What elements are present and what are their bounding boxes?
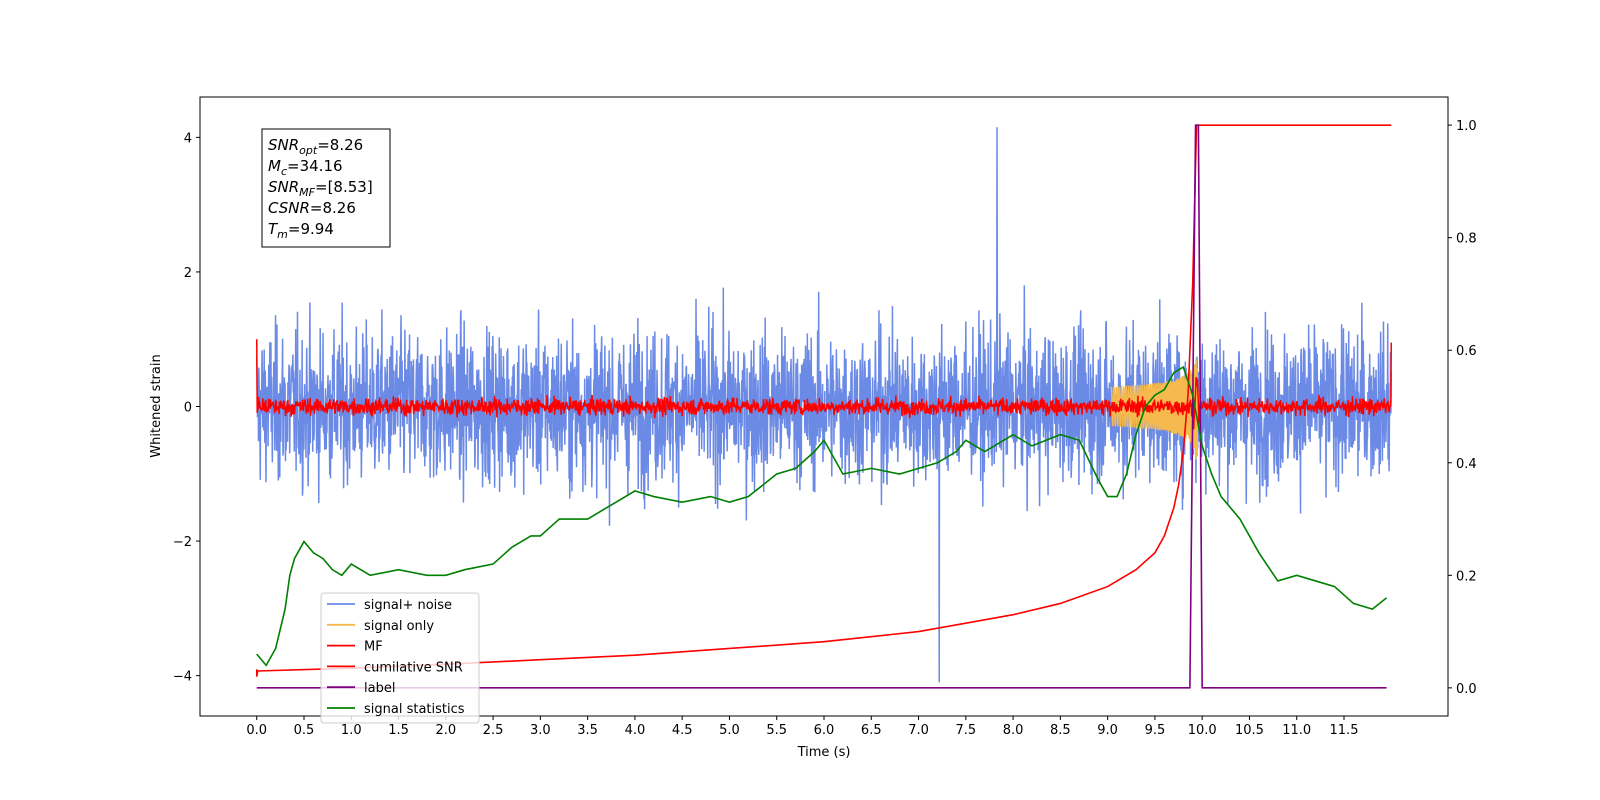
legend-label: signal statistics (364, 702, 465, 717)
x-tick-label: 1.5 (388, 723, 409, 738)
x-axis-label: Time (s) (797, 745, 851, 760)
y-axis-label: Whitened strain (149, 354, 164, 457)
x-tick-label: 10.0 (1188, 723, 1217, 738)
y2-tick-label: 0.4 (1456, 457, 1477, 472)
x-tick-label: 3.5 (577, 723, 598, 738)
x-tick-label: 8.5 (1050, 723, 1071, 738)
x-tick-label: 6.0 (814, 723, 835, 738)
y-tick-label: −4 (173, 670, 192, 685)
y-axis-left: −4 −2 0 2 4 (173, 131, 200, 685)
y2-tick-label: 0.2 (1456, 569, 1477, 584)
x-tick-label: 2.5 (483, 723, 504, 738)
legend-label: signal only (364, 619, 434, 634)
info-box: SNRopt=8.26Mc=34.16SNRMF=[8.53]CSNR=8.26… (261, 128, 391, 248)
series-layer (255, 124, 1393, 689)
legend-frame (320, 592, 480, 724)
x-tick-label: 11.5 (1330, 723, 1359, 738)
legend-label: MF (364, 640, 383, 655)
legend-label: cumilative SNR (364, 660, 463, 675)
y-tick-label: 4 (184, 131, 192, 146)
info-box-frame (261, 128, 391, 248)
series-mf (255, 339, 1393, 430)
x-tick-label: 9.5 (1145, 723, 1166, 738)
x-tick-label: 6.5 (861, 723, 882, 738)
x-tick-label: 8.0 (1003, 723, 1024, 738)
y2-tick-label: 0.6 (1456, 344, 1477, 359)
x-tick-label: 0.5 (294, 723, 315, 738)
x-tick-label: 0.0 (246, 723, 267, 738)
info-line: Mc=34.16 (268, 157, 343, 178)
x-tick-label: 5.0 (719, 723, 740, 738)
series-signal-statistics (256, 365, 1388, 667)
legend-label: label (364, 681, 395, 696)
x-tick-label: 2.0 (435, 723, 456, 738)
info-line: SNRMF=[8.53] (268, 178, 373, 199)
x-tick-label: 9.0 (1097, 723, 1118, 738)
x-tick-label: 1.0 (341, 723, 362, 738)
x-tick-label: 10.5 (1235, 723, 1264, 738)
x-tick-label: 11.0 (1282, 723, 1311, 738)
y-tick-label: −2 (173, 535, 192, 550)
x-tick-label: 7.5 (955, 723, 976, 738)
legend-label: signal+ noise (364, 598, 452, 613)
series-signal-only (1110, 359, 1202, 460)
info-line: SNRopt=8.26 (268, 136, 363, 157)
x-tick-label: 4.5 (672, 723, 693, 738)
series-label (256, 124, 1387, 689)
legend: signal+ noise signal only MF cumilative SNR… (320, 592, 480, 724)
y-axis-right: 0.0 0.2 0.4 0.6 0.8 1.0 (1448, 119, 1477, 697)
x-tick-label: 4.0 (625, 723, 646, 738)
info-line: CSNR=8.26 (268, 199, 356, 217)
info-line: Tm=9.94 (268, 220, 334, 241)
x-tick-label: 5.5 (766, 723, 787, 738)
x-tick-label: 3.0 (530, 723, 551, 738)
y2-tick-label: 0.8 (1456, 232, 1477, 247)
y2-tick-label: 0.0 (1456, 682, 1477, 697)
x-tick-label: 7.0 (908, 723, 929, 738)
y2-tick-label: 1.0 (1456, 119, 1477, 134)
y-tick-label: 0 (184, 401, 192, 416)
x-axis: 0.0 0.5 1.0 1.5 2.0 2.5 3.0 3.5 4.0 4.5 5.0 5.5 6.0 6… (246, 716, 1358, 738)
y-tick-label: 2 (184, 266, 192, 281)
series-cumulative-snr (255, 124, 1392, 677)
